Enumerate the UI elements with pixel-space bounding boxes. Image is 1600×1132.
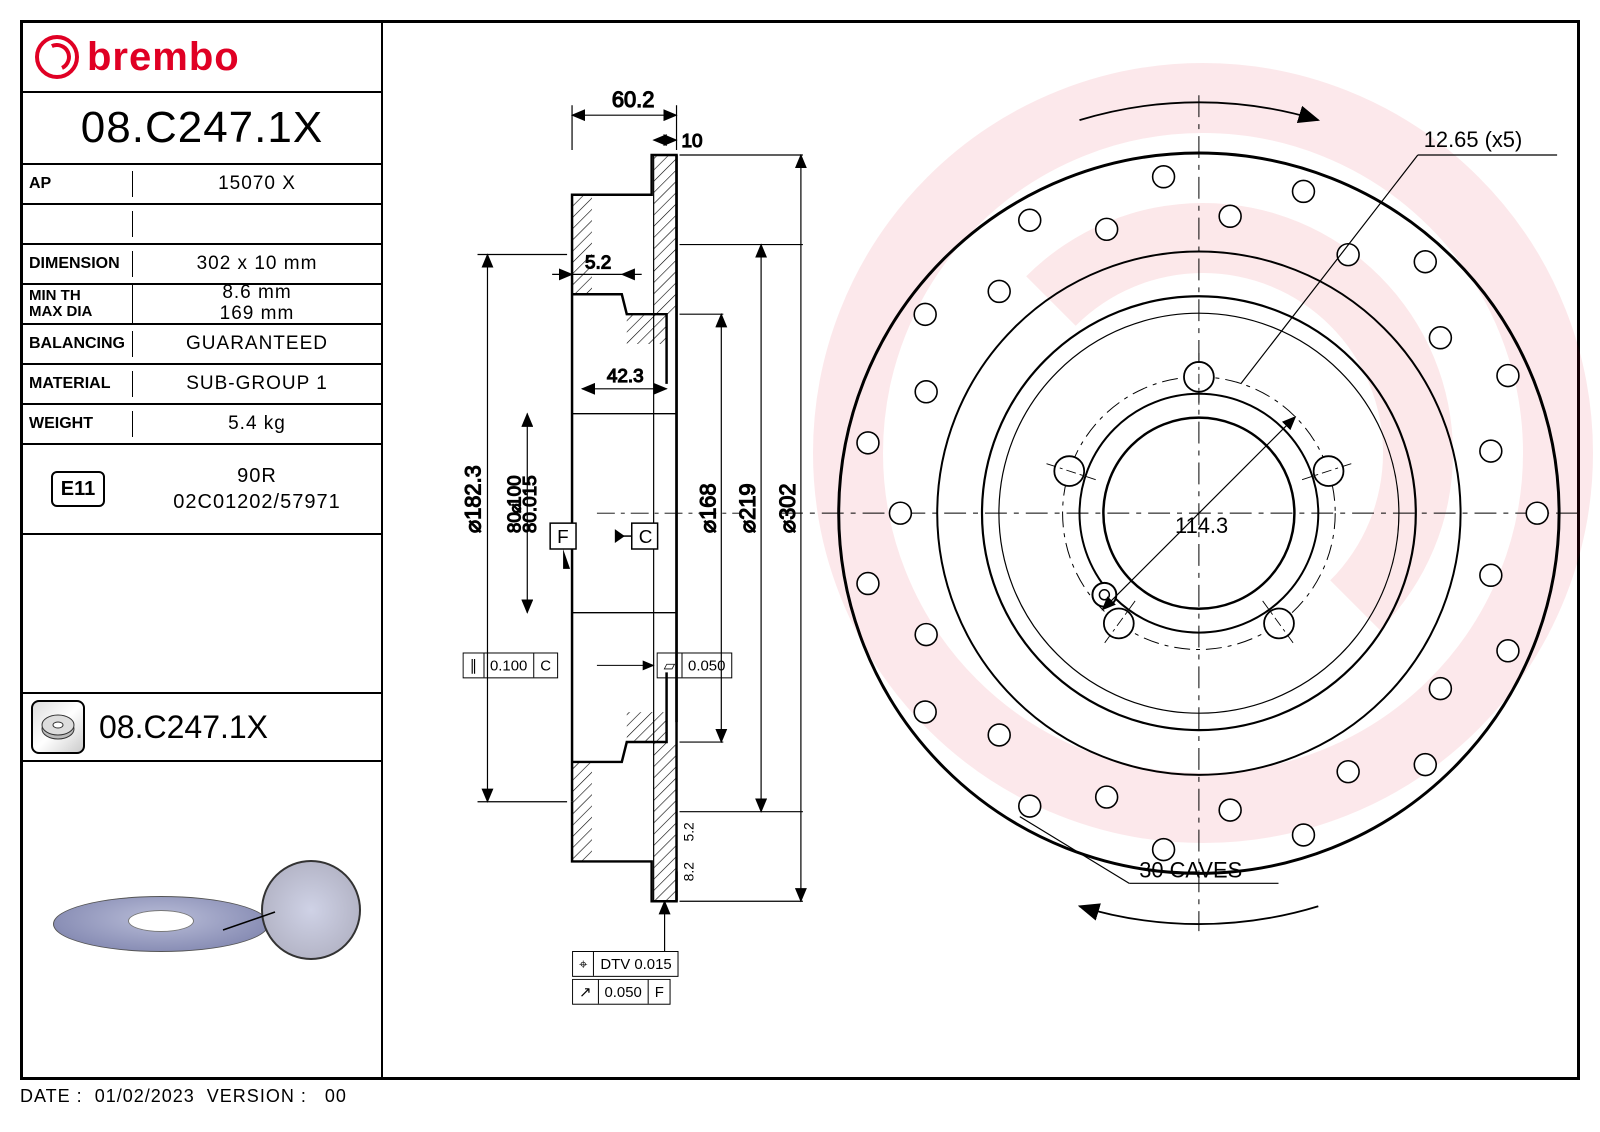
row-material: MATERIAL SUB-GROUP 1 bbox=[23, 365, 381, 405]
gdt-dtv: ⌖ DTV 0.015 bbox=[572, 951, 679, 977]
label-weight: WEIGHT bbox=[23, 411, 133, 437]
dim-hub-id: 42.3 bbox=[607, 366, 644, 387]
dim-219: ⌀219 bbox=[735, 483, 760, 533]
label-ap: AP bbox=[23, 171, 133, 197]
part-number: 08.C247.1X bbox=[81, 103, 323, 153]
footer-date-label: DATE : bbox=[20, 1086, 83, 1106]
dim-302: ⌀302 bbox=[775, 483, 800, 533]
title-block: brembo 08.C247.1X AP 15070 X DIMENSION 3… bbox=[23, 23, 383, 1077]
gdt-flat-tol: 0.050 bbox=[682, 653, 731, 677]
label-min-th: MIN TH bbox=[29, 287, 81, 304]
label-material: MATERIAL bbox=[23, 371, 133, 397]
row-balancing: BALANCING GUARANTEED bbox=[23, 325, 381, 365]
e11-badge: E11 bbox=[51, 471, 105, 507]
gdt-dtv-lbl: DTV bbox=[600, 955, 630, 972]
gdt-runout: ↗ 0.050 F bbox=[572, 979, 671, 1005]
value-ap: 15070 X bbox=[133, 169, 381, 199]
gdt-sym-dtv: ⌖ bbox=[573, 952, 594, 976]
label-max-dia: MAX DIA bbox=[29, 303, 92, 320]
row-minmax: MIN TH MAX DIA 8.6 mm 169 mm bbox=[23, 285, 381, 325]
section-view: 60.2 10 5.2 42.3 ⌀182.3 ⌀ 80.100 bbox=[461, 87, 803, 1008]
dim-bolt-hole: 12.65 (x5) bbox=[1424, 127, 1523, 152]
value-weight: 5.4 kg bbox=[133, 409, 381, 439]
row-weight: WEIGHT 5.4 kg bbox=[23, 405, 381, 445]
gdt-flat: ▱ 0.050 bbox=[657, 652, 733, 678]
dim-flange: 10 bbox=[682, 131, 703, 152]
row-blank bbox=[23, 205, 381, 245]
footer-version: 00 bbox=[325, 1086, 347, 1106]
technical-drawing-svg: 60.2 10 5.2 42.3 ⌀182.3 ⌀ 80.100 bbox=[383, 23, 1577, 1077]
dim-pcd: 114.3 bbox=[1175, 513, 1228, 538]
label-blank bbox=[23, 211, 133, 237]
render-leader bbox=[23, 762, 381, 1026]
dim-ch2: 8.2 bbox=[680, 862, 696, 882]
label-minmax: MIN TH MAX DIA bbox=[23, 284, 133, 325]
dim-182: ⌀182.3 bbox=[461, 465, 486, 533]
dim-168: ⌀168 bbox=[695, 483, 720, 533]
datum-c: C bbox=[615, 523, 658, 549]
gdt-parallel-ref: C bbox=[534, 653, 557, 677]
gdt-parallel: ∥ 0.100 C bbox=[463, 652, 558, 678]
svg-text:F: F bbox=[557, 527, 569, 548]
value-max-dia: 169 mm bbox=[220, 303, 295, 324]
gdt-runout-tol: 0.050 bbox=[598, 980, 648, 1004]
label-dimension: DIMENSION bbox=[23, 251, 133, 277]
value-dimension: 302 x 10 mm bbox=[133, 249, 381, 279]
value-material: SUB-GROUP 1 bbox=[133, 369, 381, 399]
gdt-parallel-tol: 0.100 bbox=[484, 653, 534, 677]
dim-step: 5.2 bbox=[585, 252, 611, 273]
gdt-dtv-tol: 0.015 bbox=[634, 955, 671, 972]
row-cert: E11 90R 02C01202/57971 bbox=[23, 445, 381, 535]
title-filler bbox=[23, 535, 381, 692]
brand-row: brembo bbox=[23, 23, 381, 93]
value-blank bbox=[133, 209, 381, 239]
cert-line2: 02C01202/57971 bbox=[173, 491, 340, 513]
render-3d-area bbox=[23, 762, 381, 1026]
svg-text:C: C bbox=[639, 527, 653, 548]
gdt-sym-parallel: ∥ bbox=[464, 653, 484, 677]
drawing-area: 60.2 10 5.2 42.3 ⌀182.3 ⌀ 80.100 bbox=[383, 23, 1577, 1077]
gdt-sym-flat: ▱ bbox=[658, 653, 682, 677]
gdt-runout-ref: F bbox=[649, 980, 670, 1004]
front-view: 114.3 12.65 (x5) 30 CAVES bbox=[781, 95, 1577, 931]
row-ap: AP 15070 X bbox=[23, 165, 381, 205]
brembo-logo-icon bbox=[35, 35, 79, 79]
value-minmax: 8.6 mm 169 mm bbox=[133, 279, 381, 329]
gdt-sym-runout: ↗ bbox=[573, 980, 598, 1004]
value-balancing: GUARANTEED bbox=[133, 329, 381, 359]
label-30-caves: 30 CAVES bbox=[1139, 857, 1242, 882]
value-min-th: 8.6 mm bbox=[222, 282, 291, 303]
footer: DATE : 01/02/2023 VERSION : 00 bbox=[20, 1086, 347, 1107]
row-repeat-part: 08.C247.1X bbox=[23, 692, 381, 762]
footer-version-label: VERSION : bbox=[207, 1086, 307, 1106]
part-number-row: 08.C247.1X bbox=[23, 93, 381, 165]
footer-date: 01/02/2023 bbox=[95, 1086, 195, 1106]
dim-ch1: 5.2 bbox=[680, 822, 696, 842]
drawing-sheet: brembo 08.C247.1X AP 15070 X DIMENSION 3… bbox=[20, 20, 1580, 1080]
brand-name: brembo bbox=[87, 35, 240, 80]
cert-line1: 90R bbox=[237, 465, 277, 487]
repeat-part-number: 08.C247.1X bbox=[99, 709, 268, 746]
dim-top-width: 60.2 bbox=[612, 87, 655, 112]
label-balancing: BALANCING bbox=[23, 331, 133, 357]
cert-value: 90R 02C01202/57971 bbox=[133, 459, 381, 519]
disc-icon bbox=[31, 700, 85, 754]
dim-bore2: 80.015 bbox=[520, 475, 541, 533]
